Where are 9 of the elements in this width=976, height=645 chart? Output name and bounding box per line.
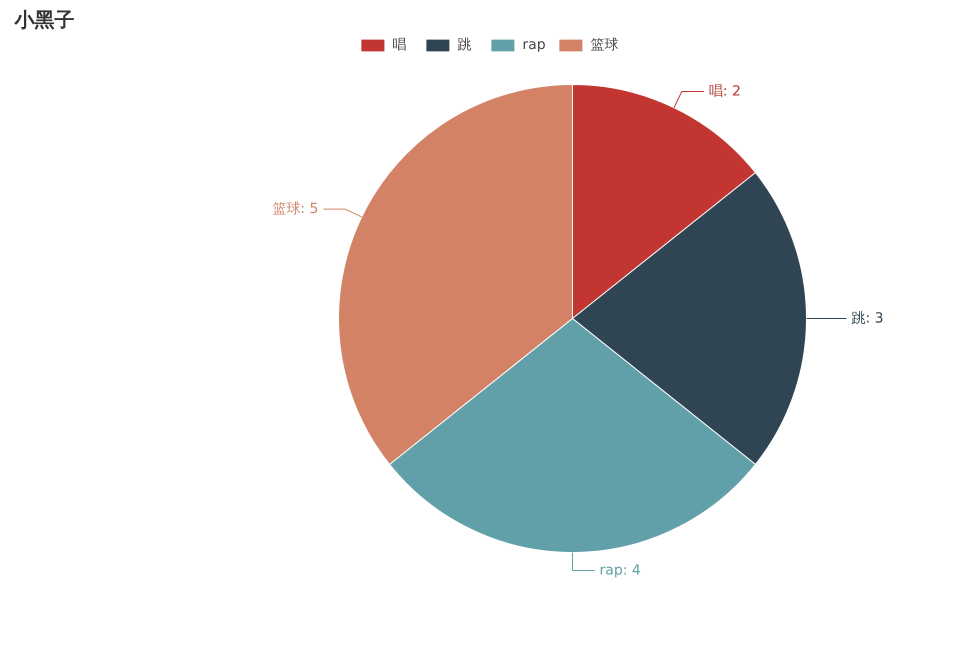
legend-label: rap bbox=[522, 37, 546, 53]
legend-label: 唱 bbox=[392, 36, 408, 54]
legend-label: 跳 bbox=[457, 36, 472, 54]
data-label: 唱: 2 bbox=[708, 83, 741, 100]
text: 小黑子 bbox=[14, 8, 74, 32]
data-label: 跳: 3 bbox=[852, 310, 884, 326]
legend-label: 篮球 bbox=[590, 36, 619, 54]
data-label: 篮球: 5 bbox=[272, 201, 318, 218]
data-label: rap: 4 bbox=[600, 562, 641, 578]
